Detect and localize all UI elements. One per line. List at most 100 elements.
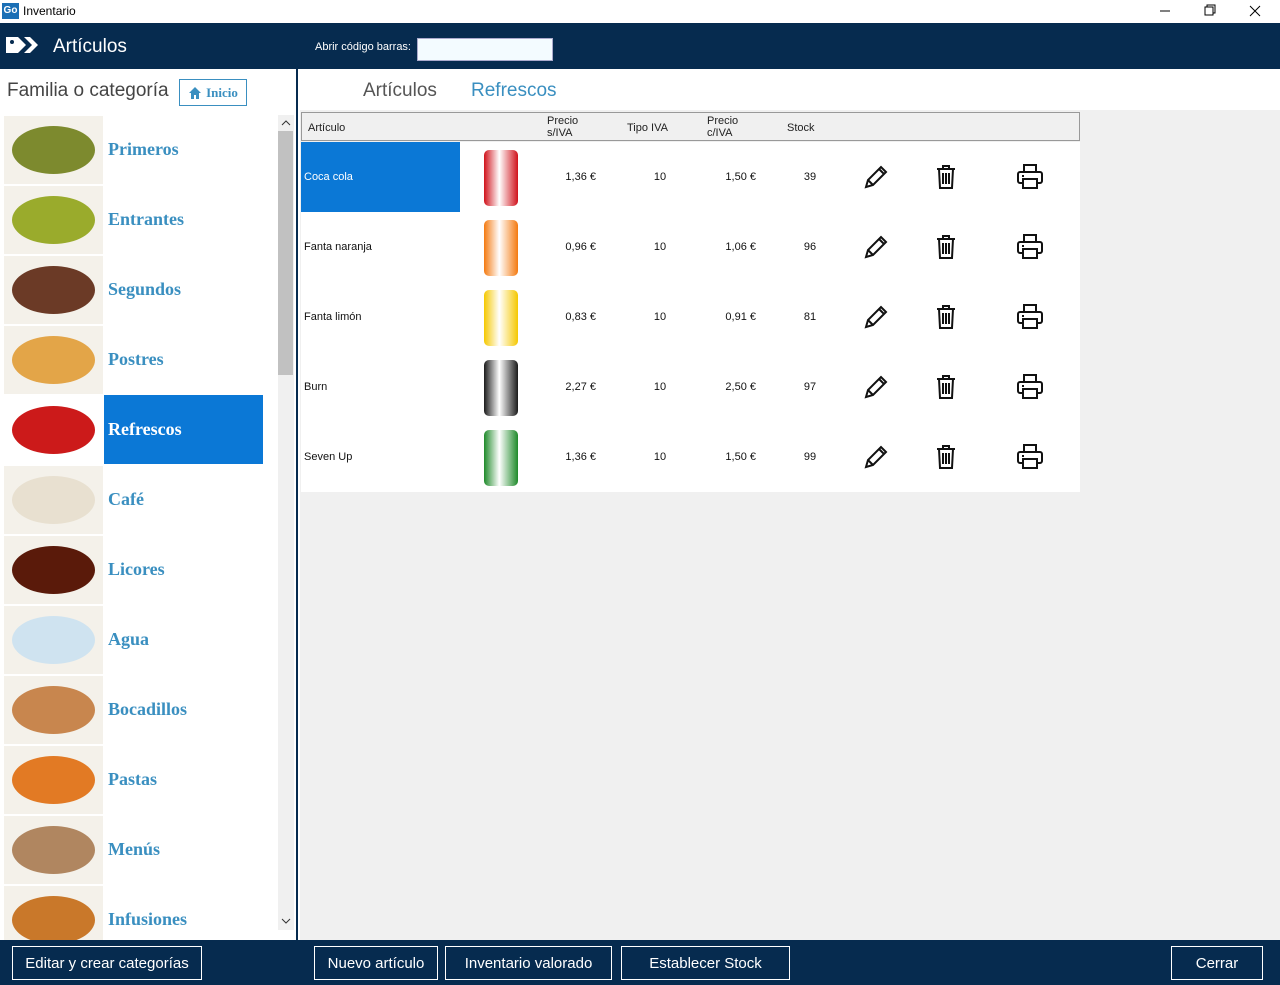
category-name: Refrescos xyxy=(108,419,182,439)
category-image xyxy=(4,256,103,324)
footer-bar xyxy=(0,940,1280,985)
cell-vat: 10 xyxy=(653,451,667,463)
col-header: Artículo xyxy=(308,122,346,134)
category-item[interactable]: Primeros xyxy=(0,115,263,185)
table-header xyxy=(301,112,1080,141)
category-label: Segundos xyxy=(104,255,263,324)
print-icon[interactable] xyxy=(1014,441,1046,473)
image-content xyxy=(12,336,95,384)
image-content xyxy=(12,616,95,664)
product-image xyxy=(484,430,518,486)
product-image xyxy=(484,360,518,416)
category-item[interactable]: Segundos xyxy=(0,255,263,325)
edit-icon[interactable] xyxy=(860,441,892,473)
category-image xyxy=(4,606,103,674)
table-row[interactable] xyxy=(301,212,1080,282)
scroll-down[interactable] xyxy=(281,916,291,926)
category-name: Menús xyxy=(108,839,161,859)
category-image xyxy=(4,466,103,534)
category-name: Infusiones xyxy=(108,909,188,929)
set-stock-button[interactable]: Establecer Stock xyxy=(621,946,790,980)
col-header-line: Precio xyxy=(547,115,579,127)
barcode-input[interactable] xyxy=(417,38,553,61)
scrollbar[interactable] xyxy=(278,115,294,930)
table-row[interactable] xyxy=(301,282,1080,352)
table-row[interactable] xyxy=(301,352,1080,422)
scroll-up[interactable] xyxy=(281,118,291,128)
delete-icon[interactable] xyxy=(930,441,962,473)
delete-icon[interactable] xyxy=(930,301,962,333)
cell-name: Seven Up xyxy=(304,451,353,463)
category-item[interactable]: Pastas xyxy=(0,745,263,815)
category-name: Postres xyxy=(108,349,164,369)
category-item[interactable]: Café xyxy=(0,465,263,535)
scroll-thumb[interactable] xyxy=(278,131,293,375)
category-name: Licores xyxy=(108,559,165,579)
category-item[interactable]: Refrescos xyxy=(0,395,263,465)
category-item[interactable]: Postres xyxy=(0,325,263,395)
print-icon[interactable] xyxy=(1014,231,1046,263)
delete-icon[interactable] xyxy=(930,161,962,193)
edit-icon[interactable] xyxy=(860,301,892,333)
edit-categories-button[interactable]: Editar y crear categorías xyxy=(12,946,202,980)
cell-price-vat: 1,50 € xyxy=(725,171,756,183)
close-button[interactable]: Cerrar xyxy=(1171,946,1263,980)
edit-icon[interactable] xyxy=(860,161,892,193)
category-name: Bocadillos xyxy=(108,699,188,719)
category-name: Café xyxy=(108,489,144,509)
window-controls[interactable] xyxy=(1150,0,1280,23)
breadcrumb-root[interactable]: Artículos xyxy=(363,80,437,101)
cell-stock: 39 xyxy=(803,171,817,183)
valued-inventory-button[interactable]: Inventario valorado xyxy=(445,946,612,980)
category-image xyxy=(4,676,103,744)
category-item[interactable]: Agua xyxy=(0,605,263,675)
category-image xyxy=(4,886,103,940)
print-icon[interactable] xyxy=(1014,371,1046,403)
category-item[interactable]: Menús xyxy=(0,815,263,885)
table-row[interactable] xyxy=(301,422,1080,492)
category-item[interactable]: Entrantes xyxy=(0,185,263,255)
category-image xyxy=(4,816,103,884)
print-icon[interactable] xyxy=(1014,301,1046,333)
cell-name: Coca cola xyxy=(301,142,460,212)
home-button[interactable]: Inicio xyxy=(179,79,247,106)
home-icon xyxy=(189,87,202,99)
category-image xyxy=(4,186,103,254)
edit-icon[interactable] xyxy=(860,371,892,403)
header-bar: Artículos Abrir código barras: xyxy=(0,23,1280,69)
cell-price: 0,96 € xyxy=(565,241,596,253)
category-item[interactable]: Bocadillos xyxy=(0,675,263,745)
category-label: Refrescos xyxy=(104,395,263,464)
category-item[interactable]: Infusiones xyxy=(0,885,263,940)
window-title: Inventario xyxy=(23,4,76,18)
image-content xyxy=(12,826,95,874)
delete-icon[interactable] xyxy=(930,231,962,263)
cell-price: 0,83 € xyxy=(565,311,596,323)
barcode-label: Abrir código barras: xyxy=(315,41,411,53)
image-content xyxy=(12,126,95,174)
delete-icon[interactable] xyxy=(930,371,962,403)
divider xyxy=(296,69,298,985)
new-item-button[interactable]: Nuevo artículo xyxy=(314,946,438,980)
image-content xyxy=(12,266,95,314)
cell-vat: 10 xyxy=(653,171,667,183)
edit-icon[interactable] xyxy=(860,231,892,263)
category-item[interactable]: Licores xyxy=(0,535,263,605)
category-image xyxy=(4,746,103,814)
cell-price-vat: 1,06 € xyxy=(725,241,756,253)
category-name: Segundos xyxy=(108,279,182,299)
image-content xyxy=(12,476,95,524)
category-label: Menús xyxy=(104,815,263,884)
category-label: Café xyxy=(104,465,263,534)
cell-price: 1,36 € xyxy=(565,171,596,183)
cell-stock: 96 xyxy=(803,241,817,253)
category-list: Primeros Entrantes Segundos Postres Refresco… xyxy=(0,115,278,940)
image-content xyxy=(12,546,95,594)
category-image xyxy=(4,326,103,394)
col-header: Precio s/IVA xyxy=(547,115,578,139)
category-name: Primeros xyxy=(108,139,179,159)
category-name: Agua xyxy=(108,629,150,649)
cell-name: Burn xyxy=(304,381,328,393)
print-icon[interactable] xyxy=(1014,161,1046,193)
app-icon: Go xyxy=(2,3,19,19)
